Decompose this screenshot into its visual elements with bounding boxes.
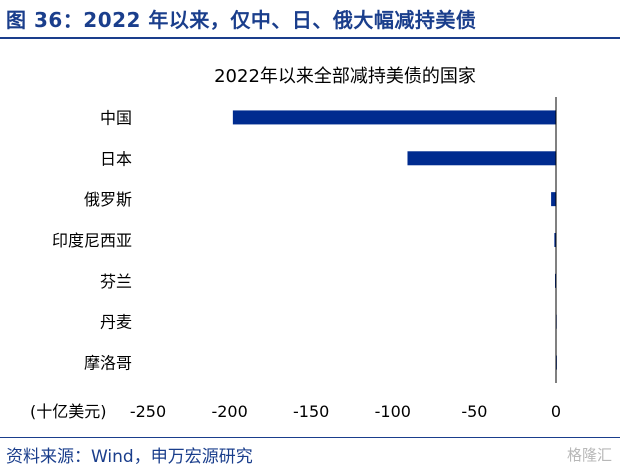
x-tick-label: -250 [130, 402, 166, 421]
x-tick-label: -50 [461, 402, 487, 421]
category-label: 日本 [100, 149, 132, 168]
bar-1 [232, 110, 556, 125]
title-rule [0, 37, 620, 39]
category-label: 芬兰 [100, 272, 132, 291]
x-tick-label: -100 [375, 402, 411, 421]
x-tick-label: -200 [211, 402, 247, 421]
watermark: 格隆汇 [566, 446, 612, 464]
x-tick-label: 0 [551, 402, 561, 421]
unit-label: (十亿美元) [30, 402, 107, 421]
figure-title: 图 36：2022 年以来，仅中、日、俄大幅减持美债 [6, 8, 477, 32]
source-rule [0, 437, 620, 438]
category-label: 印度尼西亚 [52, 231, 132, 250]
source-note: 资料来源：Wind，申万宏源研究 [6, 447, 253, 467]
chart-title: 2022年以来全部减持美债的国家 [214, 66, 476, 87]
x-tick-label: -150 [293, 402, 329, 421]
category-label: 摩洛哥 [84, 354, 132, 373]
category-label: 俄罗斯 [84, 190, 132, 209]
bar-3 [551, 192, 556, 207]
bar-4 [554, 233, 556, 247]
category-label: 中国 [100, 108, 132, 127]
bar-2 [407, 151, 556, 166]
category-label: 丹麦 [100, 313, 132, 332]
